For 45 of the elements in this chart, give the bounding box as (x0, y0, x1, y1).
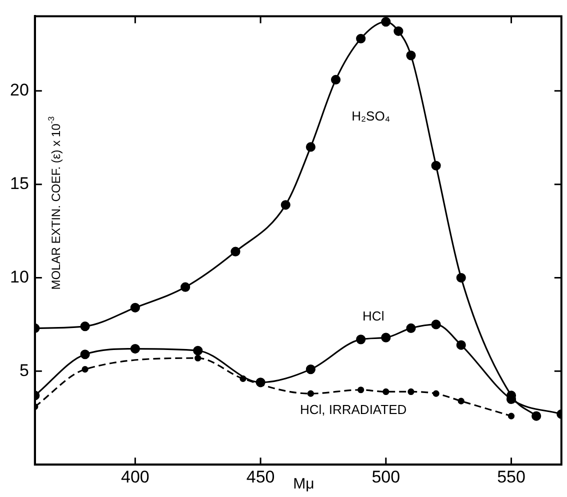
point (532, 411, 542, 421)
point (382, 388, 390, 396)
point (381, 332, 391, 342)
x-tick-label: 500 (372, 467, 400, 486)
point (180, 282, 190, 292)
point (456, 272, 466, 283)
y-tick-label: 20 (10, 80, 29, 100)
point (130, 302, 140, 312)
point (406, 50, 416, 60)
series-label: H₂SO₄ (352, 108, 390, 124)
y-axis-title: MOLAR EXTIN. COEF. (ε) x 10-3 (46, 116, 64, 290)
series-label: HCl, IRRADIATED (300, 402, 407, 417)
point (307, 390, 314, 397)
point (230, 246, 240, 256)
point (508, 412, 515, 420)
point (432, 390, 440, 397)
y-tick-label: 15 (10, 174, 29, 194)
point (431, 160, 441, 170)
series-label: HCl (362, 308, 384, 324)
point (356, 34, 366, 44)
y-tick-label: 5 (19, 360, 29, 380)
x-tick-label: 400 (121, 467, 150, 486)
point (306, 364, 316, 374)
point (458, 398, 464, 404)
point (358, 386, 364, 394)
point (394, 26, 404, 36)
x-tick-label: 450 (246, 467, 275, 486)
point (330, 74, 341, 85)
point (80, 322, 90, 332)
point (82, 366, 88, 373)
point (306, 142, 316, 152)
y-tick-label: 10 (10, 267, 29, 286)
point (130, 344, 140, 354)
point (256, 378, 266, 388)
point (356, 334, 366, 344)
point (194, 354, 202, 362)
point (408, 388, 414, 396)
x-axis-title: Mμ (293, 476, 314, 493)
point (193, 346, 203, 356)
point (431, 320, 441, 330)
x-tick-label: 550 (497, 467, 526, 486)
point (456, 340, 466, 350)
point (406, 323, 416, 334)
point (80, 350, 90, 360)
point (280, 200, 290, 210)
